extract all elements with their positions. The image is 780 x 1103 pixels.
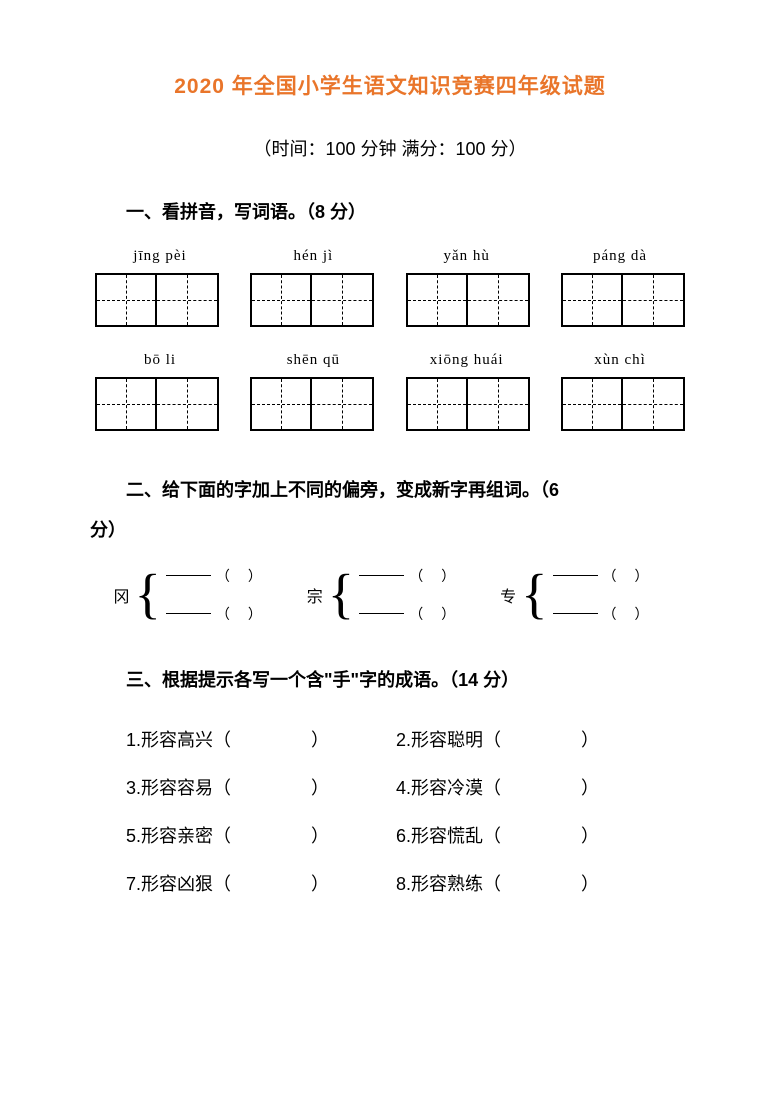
exam-title: 2020 年全国小学生语文知识竞赛四年级试题 bbox=[90, 70, 690, 100]
brace-icon: { bbox=[521, 571, 547, 618]
pinyin-label: xùn chì bbox=[555, 352, 685, 369]
pinyin-label: xiōng huái bbox=[402, 352, 532, 369]
pinyin-label: shēn qū bbox=[248, 352, 378, 369]
char-box-pair[interactable] bbox=[250, 273, 374, 327]
bracket-row: 冈 { （） （） 宗 { （） （） 专 { （） （） bbox=[90, 566, 690, 624]
idiom-item-1[interactable]: 1.形容高兴（） bbox=[126, 726, 396, 752]
pinyin-label: yǎn hù bbox=[402, 248, 532, 265]
idiom-row: 5.形容亲密（） 6.形容慌乱（） bbox=[126, 822, 690, 848]
pinyin-label: hén jì bbox=[248, 248, 378, 265]
char-box-row-1 bbox=[90, 273, 690, 327]
idiom-item-4[interactable]: 4.形容冷漠（） bbox=[396, 774, 599, 800]
base-char: 冈 bbox=[113, 583, 129, 607]
char-box-pair[interactable] bbox=[95, 377, 219, 431]
brace-icon: { bbox=[134, 571, 160, 618]
base-char: 宗 bbox=[307, 583, 323, 607]
idiom-row: 3.形容容易（） 4.形容冷漠（） bbox=[126, 774, 690, 800]
pinyin-label: jīng pèi bbox=[95, 248, 225, 265]
fill-line[interactable]: （） bbox=[553, 604, 667, 624]
fill-line[interactable]: （） bbox=[553, 566, 667, 586]
fill-line[interactable]: （） bbox=[359, 566, 473, 586]
idiom-row: 7.形容凶狠（） 8.形容熟练（） bbox=[126, 870, 690, 896]
char-box-pair[interactable] bbox=[250, 377, 374, 431]
section2: 二、给下面的字加上不同的偏旁，变成新字再组词。（6 分） 冈 { （） （） 宗… bbox=[90, 471, 690, 623]
section2-header-line2: 分） bbox=[90, 511, 690, 551]
idiom-item-2[interactable]: 2.形容聪明（） bbox=[396, 726, 599, 752]
section2-header: 二、给下面的字加上不同的偏旁，变成新字再组词。（6 分） bbox=[90, 471, 690, 550]
idiom-item-8[interactable]: 8.形容熟练（） bbox=[396, 870, 599, 896]
char-box-pair[interactable] bbox=[561, 273, 685, 327]
pinyin-row-2: bō li shēn qū xiōng huái xùn chì bbox=[90, 352, 690, 369]
bracket-group-2: 宗 { （） （） bbox=[307, 566, 473, 624]
bracket-group-1: 冈 { （） （） bbox=[113, 566, 279, 624]
pinyin-label: bō li bbox=[95, 352, 225, 369]
section3-header: 三、根据提示各写一个含"手"字的成语。（14 分） bbox=[90, 664, 690, 696]
idiom-row: 1.形容高兴（） 2.形容聪明（） bbox=[126, 726, 690, 752]
section1-header: 一、看拼音，写词语。（8 分） bbox=[90, 196, 690, 228]
section3: 三、根据提示各写一个含"手"字的成语。（14 分） 1.形容高兴（） 2.形容聪… bbox=[90, 664, 690, 896]
base-char: 专 bbox=[500, 583, 516, 607]
idiom-item-7[interactable]: 7.形容凶狠（） bbox=[126, 870, 396, 896]
fill-line[interactable]: （） bbox=[359, 604, 473, 624]
idiom-item-3[interactable]: 3.形容容易（） bbox=[126, 774, 396, 800]
char-box-pair[interactable] bbox=[561, 377, 685, 431]
fill-line[interactable]: （） bbox=[166, 604, 280, 624]
char-box-row-2 bbox=[90, 377, 690, 431]
char-box-pair[interactable] bbox=[406, 377, 530, 431]
bracket-group-3: 专 { （） （） bbox=[500, 566, 666, 624]
fill-line[interactable]: （） bbox=[166, 566, 280, 586]
section2-header-line1: 二、给下面的字加上不同的偏旁，变成新字再组词。（6 bbox=[90, 471, 690, 511]
pinyin-label: páng dà bbox=[555, 248, 685, 265]
idiom-list: 1.形容高兴（） 2.形容聪明（） 3.形容容易（） 4.形容冷漠（） 5.形容… bbox=[90, 726, 690, 896]
char-box-pair[interactable] bbox=[95, 273, 219, 327]
idiom-item-5[interactable]: 5.形容亲密（） bbox=[126, 822, 396, 848]
brace-icon: { bbox=[328, 571, 354, 618]
exam-subtitle: （时间：100 分钟 满分：100 分） bbox=[90, 135, 690, 161]
pinyin-row-1: jīng pèi hén jì yǎn hù páng dà bbox=[90, 248, 690, 265]
char-box-pair[interactable] bbox=[406, 273, 530, 327]
idiom-item-6[interactable]: 6.形容慌乱（） bbox=[396, 822, 599, 848]
